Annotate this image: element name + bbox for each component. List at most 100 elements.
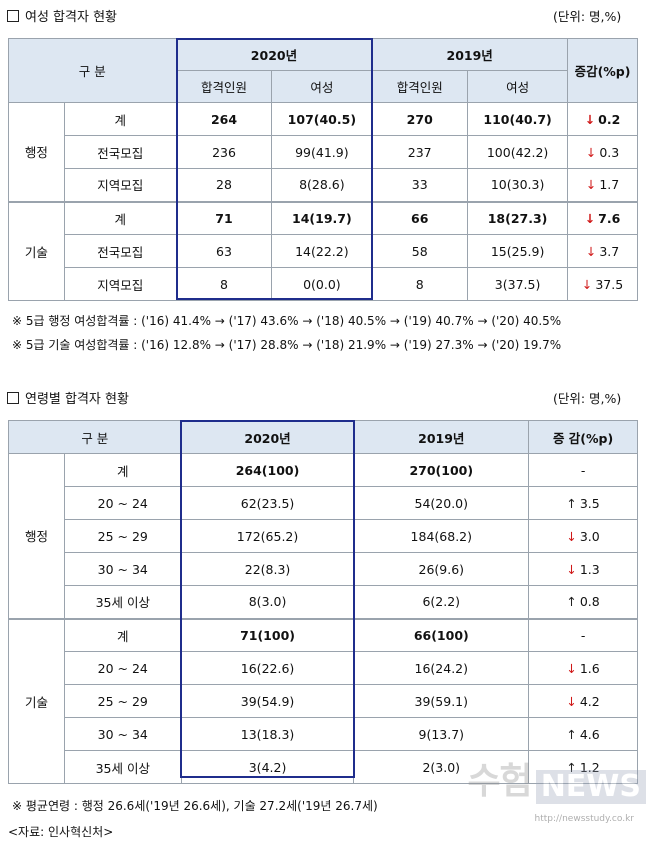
applicants-2019: 270 — [371, 102, 469, 136]
header-2020: 2020년 — [180, 420, 355, 454]
applicants-2020: 28 — [175, 168, 273, 202]
value-2019: 54(20.0) — [353, 486, 530, 520]
table-row: 지역모집 28 8(28.6) 33 10(30.3) ↓ 1.7 — [9, 168, 638, 202]
row-label: 계 — [63, 618, 182, 652]
arrow-down-icon: ↓ — [566, 561, 577, 577]
header-2019: 2019년 — [353, 420, 530, 454]
header-women-2020: 여성 — [271, 70, 373, 103]
value-2020: 13(18.3) — [180, 717, 355, 751]
section1-heading: 여성 합격자 현황 — [7, 6, 117, 25]
value-2020: 62(23.5) — [180, 486, 355, 520]
group-label: 행정 — [8, 453, 65, 619]
value-2019: 16(24.2) — [353, 651, 530, 685]
table-row: 25 ~ 29 172(65.2) 184(68.2) ↓ 3.0 — [9, 519, 638, 553]
header-gubun: 구 분 — [8, 420, 182, 454]
value-2020: 3(4.2) — [180, 750, 355, 784]
arrow-down-icon: ↓ — [566, 693, 577, 709]
women-2020: 107(40.5) — [271, 102, 373, 136]
women-2019: 110(40.7) — [467, 102, 569, 136]
women-table: 구 분 2020년 2019년 증감(%p) 합격인원 여성 합격인원 여성 행… — [8, 38, 638, 301]
row-label: 지역모집 — [63, 168, 177, 202]
value-2019: 6(2.2) — [353, 585, 530, 619]
arrow-down-icon: ↓ — [585, 243, 597, 259]
group-label: 행정 — [8, 102, 65, 202]
applicants-2020: 71 — [175, 201, 273, 235]
watermark-news-text: NEWS — [535, 770, 646, 804]
change-cell: ↑ 1.2 — [528, 750, 638, 784]
women-2020: 0(0.0) — [271, 267, 373, 301]
change-value: 37.5 — [595, 276, 624, 292]
arrow-down-icon: ↓ — [585, 177, 597, 193]
row-label: 전국모집 — [63, 135, 177, 169]
header-2020: 2020년 — [175, 38, 373, 71]
change-cell: ↑ 4.6 — [528, 717, 638, 751]
women-2019: 18(27.3) — [467, 201, 569, 235]
note-average-age: ※ 평균연령 : 행정 26.6세('19년 26.6세), 기술 27.2세(… — [12, 799, 378, 813]
table-row: 기술 계 71(100) 66(100) - — [8, 618, 638, 784]
arrow-down-icon: ↓ — [581, 276, 593, 292]
watermark-logo: 수험 NEWS — [467, 752, 646, 804]
row-label: 30 ~ 34 — [63, 552, 182, 586]
arrow-down-icon: ↓ — [566, 660, 577, 676]
change-cell: - — [528, 618, 638, 652]
change-value: 0.8 — [579, 594, 600, 610]
arrow-up-icon: ↑ — [566, 726, 577, 742]
value-2020: 16(22.6) — [180, 651, 355, 685]
change-cell: ↓ 1.3 — [528, 552, 638, 586]
change-cell: ↓ 0.3 — [567, 135, 638, 169]
row-label: 20 ~ 24 — [63, 651, 182, 685]
source-note: <자료: 인사혁신처> — [8, 825, 114, 839]
change-cell: ↓ 7.6 — [567, 201, 638, 235]
header-applicants-2019: 합격인원 — [371, 70, 469, 103]
change-cell: ↓ 0.2 — [567, 102, 638, 136]
change-cell: - — [528, 453, 638, 487]
arrow-up-icon: ↑ — [566, 594, 577, 610]
applicants-2019: 237 — [371, 135, 469, 169]
table-row: 25 ~ 29 39(54.9) 39(59.1) ↓ 4.2 — [9, 684, 638, 718]
applicants-2020: 63 — [175, 234, 273, 268]
header-women-2019: 여성 — [467, 70, 569, 103]
change-value: 1.7 — [599, 177, 620, 193]
row-label: 30 ~ 34 — [63, 717, 182, 751]
arrow-down-icon: ↓ — [566, 528, 577, 544]
value-2019: 9(13.7) — [353, 717, 530, 751]
table-row: 기술 계 71 14(19.7) 66 18(27.3) ↓ 7.6 — [8, 201, 638, 301]
applicants-2020: 8 — [175, 267, 273, 301]
row-label: 20 ~ 24 — [63, 486, 182, 520]
change-value: 3.7 — [599, 243, 620, 259]
row-label: 계 — [63, 453, 182, 487]
value-2020: 22(8.3) — [180, 552, 355, 586]
change-value: - — [580, 462, 586, 478]
change-value: 4.6 — [579, 726, 600, 742]
women-2019: 100(42.2) — [467, 135, 569, 169]
change-cell: ↑ 0.8 — [528, 585, 638, 619]
table-row: 행정 계 264 107(40.5) 270 110(40.7) ↓ 0.2 — [8, 102, 638, 202]
row-label: 25 ~ 29 — [63, 519, 182, 553]
checkbox-icon — [7, 391, 19, 404]
table-row: 35세 이상 8(3.0) 6(2.2) ↑ 0.8 — [9, 585, 638, 619]
row-label: 35세 이상 — [63, 750, 182, 784]
women-2020: 8(28.6) — [271, 168, 373, 202]
applicants-2019: 58 — [371, 234, 469, 268]
change-cell: ↓ 4.2 — [528, 684, 638, 718]
table-row: 행정 계 264(100) 270(100) - — [8, 453, 638, 619]
change-value: 1.2 — [579, 759, 600, 775]
applicants-2019: 66 — [371, 201, 469, 235]
table-row: 30 ~ 34 13(18.3) 9(13.7) ↑ 4.6 — [9, 717, 638, 751]
women-2020: 14(19.7) — [271, 201, 373, 235]
arrow-down-icon: ↓ — [584, 210, 596, 226]
women-2020: 99(41.9) — [271, 135, 373, 169]
header-2019: 2019년 — [371, 38, 569, 71]
table-row: 전국모집 236 99(41.9) 237 100(42.2) ↓ 0.3 — [9, 135, 638, 169]
table-row: 전국모집 63 14(22.2) 58 15(25.9) ↓ 3.7 — [9, 234, 638, 268]
header-applicants-2020: 합격인원 — [175, 70, 273, 103]
change-cell: ↑ 3.5 — [528, 486, 638, 520]
note-tech-rate: ※ 5급 기술 여성합격률 : ('16) 12.8% → ('17) 28.8… — [12, 338, 562, 352]
section1-title: 여성 합격자 현황 — [25, 10, 117, 25]
applicants-2019: 33 — [371, 168, 469, 202]
arrow-down-icon: ↓ — [584, 111, 596, 127]
table-row: 지역모집 8 0(0.0) 8 3(37.5) ↓ 37.5 — [9, 267, 638, 301]
change-value: 3.5 — [579, 495, 600, 511]
change-value: 1.6 — [579, 660, 600, 676]
value-2019: 184(68.2) — [353, 519, 530, 553]
